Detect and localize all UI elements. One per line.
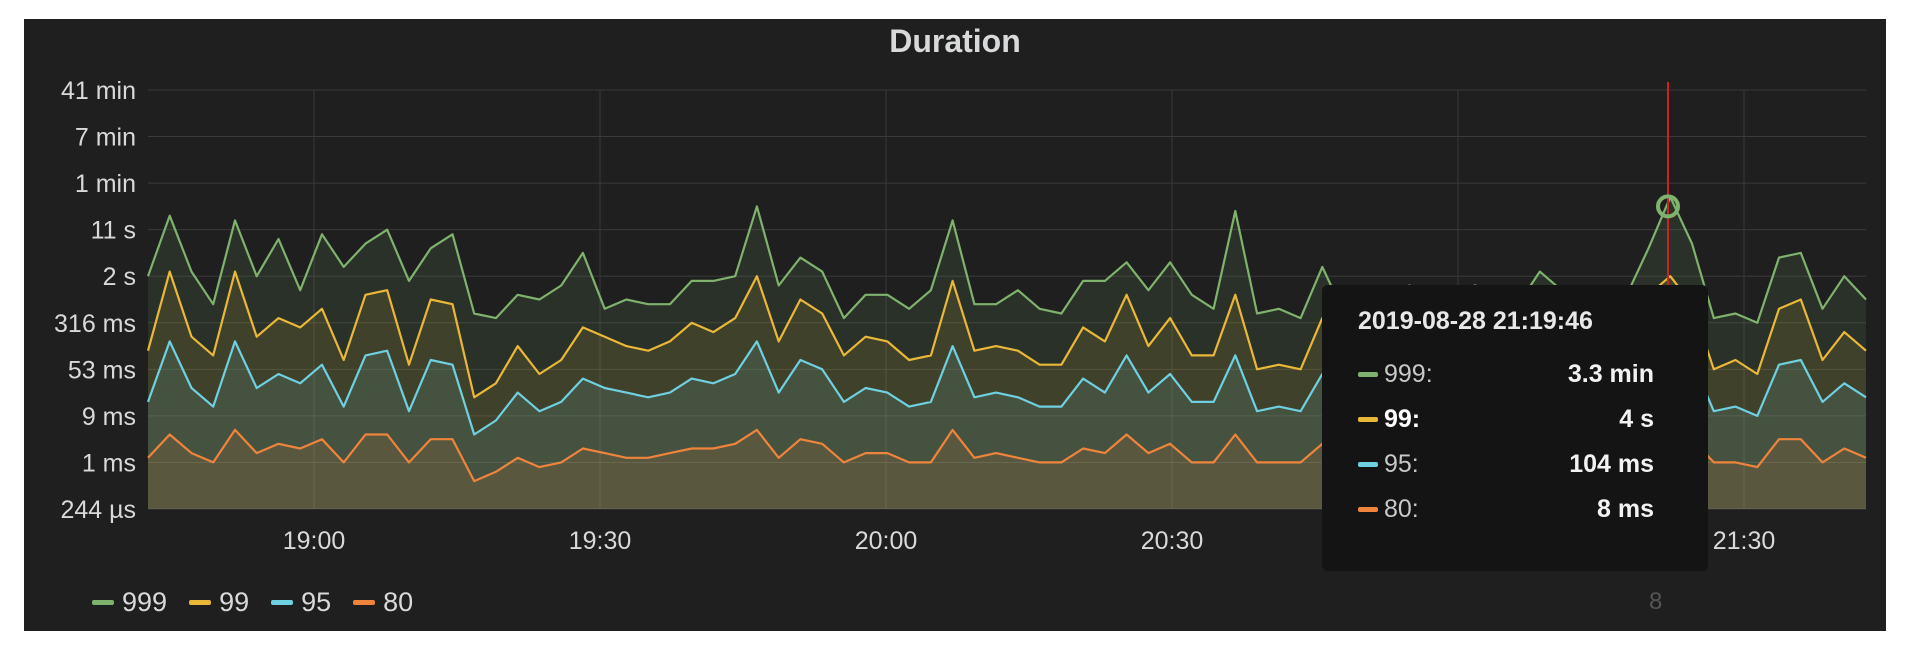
tooltip-series-value: 104 ms: [1569, 450, 1654, 478]
y-tick-label: 9 ms: [82, 403, 136, 431]
x-tick-label: 20:00: [855, 527, 918, 555]
tooltip-series-name: 99:: [1384, 405, 1421, 433]
tooltip-series-value: 4 s: [1619, 405, 1654, 433]
hover-marker-999: [1656, 194, 1680, 219]
tooltip-swatch: [1358, 507, 1378, 512]
x-tick-label: 20:30: [1141, 527, 1204, 555]
legend-item-99[interactable]: 99: [189, 587, 249, 618]
y-tick-label: 7 min: [75, 124, 136, 152]
legend-swatch: [189, 599, 212, 605]
tooltip-swatch: [1358, 462, 1378, 467]
tooltip-series-value: 3.3 min: [1567, 360, 1654, 388]
legend-item-999[interactable]: 999: [92, 587, 167, 618]
legend-label: 95: [301, 586, 332, 617]
tooltip-swatch: [1358, 372, 1378, 377]
y-tick-label: 2 s: [103, 263, 136, 291]
y-tick-label: 11 s: [91, 217, 136, 245]
x-tick-label: 19:30: [569, 527, 632, 555]
x-tick-label: 21:30: [1713, 527, 1776, 555]
legend: 999 99 95 80: [92, 584, 413, 620]
panel-badge: 8: [1649, 588, 1663, 615]
tooltip-series-name: 95:: [1384, 450, 1419, 478]
legend-swatch: [271, 599, 294, 605]
tooltip-series-name: 999:: [1384, 360, 1433, 388]
y-tick-label: 244 µs: [60, 496, 136, 524]
tooltip-row-80: 80: 8 ms: [1358, 487, 1674, 532]
panel-title[interactable]: Duration: [889, 23, 1021, 59]
y-tick-label: 41 min: [61, 77, 136, 105]
hover-tooltip: 2019-08-28 21:19:46 999: 3.3 min 99: 4 s…: [1322, 285, 1708, 571]
legend-item-80[interactable]: 80: [353, 587, 413, 618]
legend-label: 80: [383, 586, 414, 617]
legend-label: 99: [219, 586, 250, 617]
tooltip-row-95: 95: 104 ms: [1358, 442, 1674, 487]
tooltip-series-name: 80:: [1384, 495, 1419, 523]
tooltip-row-999: 999: 3.3 min: [1358, 352, 1674, 397]
y-tick-label: 316 ms: [54, 310, 136, 338]
legend-item-95[interactable]: 95: [271, 587, 331, 618]
y-axis: 41 min 7 min 1 min 11 s 2 s 316 ms 53 ms 9 ms 1 …: [54, 77, 136, 524]
tooltip-swatch: [1358, 417, 1378, 422]
x-tick-label: 19:00: [283, 527, 346, 555]
legend-swatch: [353, 599, 376, 605]
chart-panel: 41 min 7 min 1 min 11 s 2 s 316 ms 53 ms 9 ms 1 …: [24, 19, 1886, 631]
tooltip-timestamp: 2019-08-28 21:19:46: [1358, 307, 1593, 335]
tooltip-series-value: 8 ms: [1597, 495, 1654, 523]
y-tick-label: 53 ms: [68, 356, 136, 384]
y-tick-label: 1 ms: [82, 449, 136, 477]
tooltip-row-99: 99: 4 s: [1358, 397, 1674, 442]
y-tick-label: 1 min: [75, 170, 136, 198]
legend-label: 999: [122, 586, 168, 617]
legend-swatch: [92, 599, 114, 605]
